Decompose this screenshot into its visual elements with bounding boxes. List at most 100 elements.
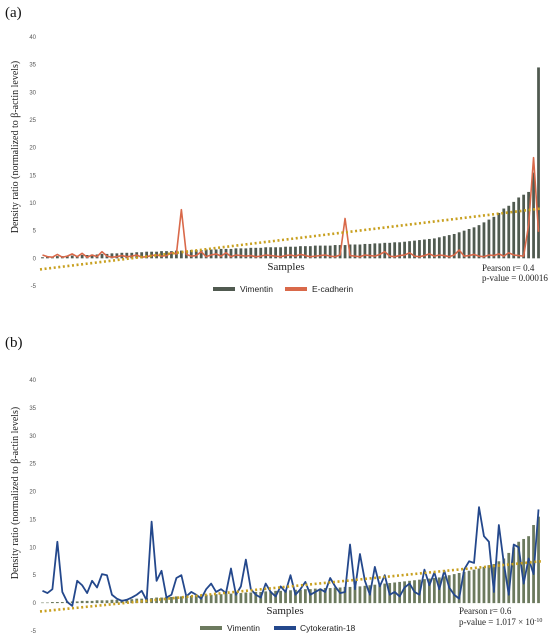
vimentin-bar (229, 248, 233, 259)
vimentin-bar (244, 248, 248, 259)
vimentin-bar (472, 569, 476, 604)
vimentin-bar (289, 246, 292, 259)
vimentin-bar (313, 245, 317, 259)
vimentin-bar (338, 587, 342, 604)
vimentin-bar (447, 575, 451, 604)
vimentin-bar (189, 250, 193, 259)
vimentin-bar (219, 594, 223, 604)
y-tick-label: 15 (29, 517, 36, 523)
vimentin-bar (95, 600, 99, 604)
ecadherin-line (42, 156, 540, 259)
vimentin-bar (343, 245, 347, 259)
vimentin-bar (204, 594, 208, 604)
y-tick-label: 5 (33, 229, 37, 235)
y-tick-label: 30 (29, 434, 36, 440)
vimentin-bar (462, 571, 466, 604)
vimentin-bar (437, 577, 441, 604)
vimentin-bar (274, 247, 278, 259)
vimentin-bar (90, 254, 94, 259)
vimentin-bar (522, 538, 526, 604)
legend-swatch-vimentin-b (200, 626, 222, 630)
vimentin-bar (482, 566, 486, 604)
vimentin-bar (373, 243, 377, 259)
vimentin-bar (294, 589, 297, 604)
correlation-trendline (39, 207, 542, 271)
vimentin-bar (249, 592, 253, 604)
legend-label-cytokeratin-b: Cytokeratin-18 (300, 623, 356, 633)
vimentin-bar (244, 592, 248, 604)
vimentin-bar (145, 251, 149, 259)
vimentin-bar (165, 596, 168, 604)
vimentin-bar (70, 255, 74, 259)
vimentin-bar (175, 596, 178, 604)
vimentin-bar (527, 536, 530, 604)
vimentin-bar (318, 588, 322, 604)
legend-swatch-vimentin-a (213, 287, 235, 291)
y-axis-label-b: Density ratio (normalized to β-actin lev… (10, 407, 21, 580)
vimentin-bar (160, 597, 163, 604)
y-tick-label: 40 (29, 378, 36, 384)
vimentin-bar (497, 212, 501, 259)
vimentin-bar (378, 584, 382, 604)
vimentin-bar (184, 595, 188, 604)
vimentin-bar (492, 216, 496, 259)
vimentin-bar (413, 240, 416, 259)
vimentin-bar (85, 600, 89, 604)
vimentin-bar (487, 565, 491, 604)
vimentin-bar (457, 572, 461, 604)
pearson-r-b: Pearson r= 0.6 (459, 606, 512, 616)
vimentin-bar (254, 591, 258, 604)
vimentin-bar (60, 601, 64, 604)
vimentin-bar (532, 172, 535, 259)
vimentin-bar (170, 596, 173, 604)
y-tick-label: -5 (31, 629, 37, 635)
vimentin-bar (398, 242, 402, 259)
vimentin-bar (194, 250, 198, 259)
cytokeratin-line-b (42, 506, 540, 607)
vimentin-bar (482, 222, 486, 259)
vimentin-bar (477, 225, 481, 259)
vimentin-bar (348, 586, 352, 604)
vimentin-bar (294, 246, 297, 259)
trendline-a (39, 207, 542, 271)
p-value-a: p-value = 0.00016 (482, 273, 548, 283)
vimentin-bar (368, 243, 372, 259)
vimentin-bar (259, 247, 263, 259)
trendline-b (39, 559, 542, 613)
y-tick-label: 15 (29, 173, 36, 179)
vimentin-bar (328, 588, 332, 604)
vimentin-bar (507, 552, 511, 604)
vimentin-bar (313, 588, 317, 604)
vimentin-bar (55, 601, 59, 604)
vimentin-bar (75, 601, 79, 604)
vimentin-bar (234, 593, 238, 604)
vimentin-bar (125, 252, 129, 259)
vimentin-bar (512, 201, 516, 259)
y-tick-label: 20 (29, 146, 36, 152)
cytokeratin-line (42, 506, 540, 607)
vimentin-bar (289, 590, 292, 604)
vimentin-bar (90, 600, 94, 604)
y-tick-label: 35 (29, 63, 36, 69)
y-tick-label: 0 (33, 256, 37, 262)
vimentin-bar (199, 250, 203, 259)
vimentin-bar (522, 194, 526, 259)
vimentin-bar (418, 240, 421, 259)
vimentin-bar (100, 600, 104, 604)
vimentin-bar (110, 253, 114, 259)
vimentin-bar (462, 230, 466, 259)
vimentin-bar (46, 256, 49, 259)
vimentin-bar (333, 245, 337, 259)
vimentin-bar (487, 219, 491, 259)
x-axis-label-b: Samples (266, 605, 303, 617)
y-tick-label: 20 (29, 490, 36, 496)
y-tick-label: 5 (33, 573, 37, 579)
legend-label-vimentin-a: Vimentin (240, 284, 273, 294)
vimentin-bar (447, 235, 451, 259)
vimentin-bar (170, 251, 173, 259)
vimentin-bar (502, 208, 506, 259)
y-tick-label: 25 (29, 462, 36, 468)
vimentin-bar (383, 583, 387, 604)
vimentin-bar (507, 205, 511, 259)
vimentin-bar (179, 250, 183, 259)
